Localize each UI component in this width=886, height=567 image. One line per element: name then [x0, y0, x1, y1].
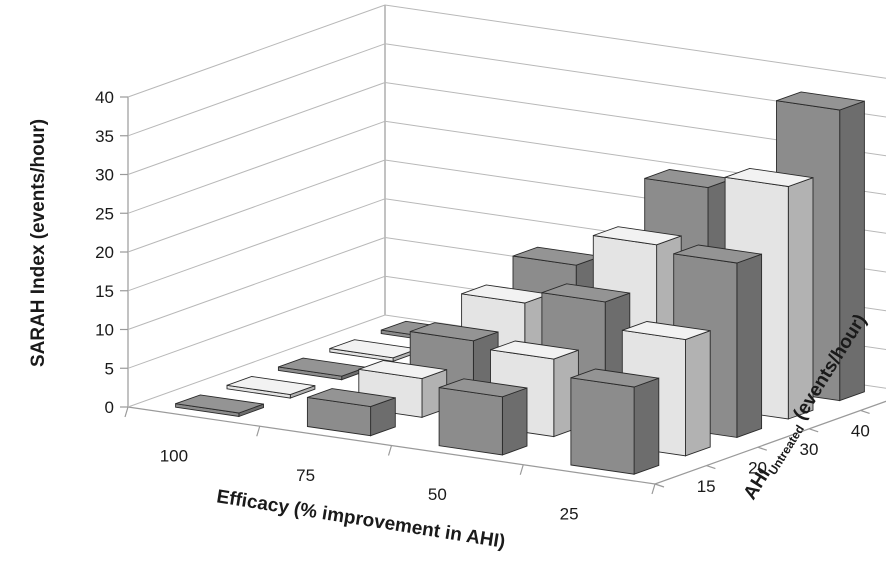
bar-top-face: [622, 321, 711, 341]
bar: [438, 378, 528, 456]
gridline: [127, 43, 886, 137]
bar: [329, 339, 419, 362]
bar-top-face: [358, 360, 447, 380]
x-tick-mark: [651, 483, 656, 495]
x-axis-title: Efficacy (% improvement in AHI): [215, 486, 506, 552]
depth-tick-mark: [860, 409, 870, 414]
x-tick-mark: [387, 445, 393, 456]
y-tick-label: 0: [105, 398, 114, 417]
x-tick-label: 100: [160, 447, 188, 466]
depth-tick-mark: [706, 465, 716, 470]
depth-tick-mark: [757, 446, 767, 451]
depth-tick-mark: [654, 483, 665, 488]
depth-tick-label: 40: [851, 422, 870, 441]
bar: [570, 368, 660, 475]
y-tick-label: 20: [95, 243, 114, 262]
y-tick-label: 35: [95, 127, 114, 146]
y-tick-label: 25: [95, 204, 114, 223]
bar-top-face: [541, 283, 630, 303]
gridline: [127, 120, 886, 214]
bar: [277, 357, 367, 381]
x-tick-mark: [124, 406, 129, 418]
bar-top-face: [776, 91, 865, 111]
gridline: [127, 4, 886, 98]
y-tick-label: 5: [105, 359, 114, 378]
bar-top-face: [438, 378, 528, 398]
bar-top-face: [175, 394, 264, 414]
bar-front-face: [438, 387, 503, 456]
bar-top-face: [226, 376, 316, 396]
bar-top-face: [490, 340, 579, 360]
bar-top-face: [307, 388, 396, 408]
bar-side-face: [736, 253, 763, 439]
x-tick-mark: [519, 464, 524, 475]
bar-top-face: [673, 244, 762, 264]
bar: [306, 388, 396, 437]
bar: [226, 376, 316, 399]
x-tick-label: 75: [296, 466, 315, 485]
bar-side-face: [501, 387, 528, 456]
depth-tick-mark: [809, 428, 819, 433]
bar-top-face: [593, 226, 682, 246]
bar-top-face: [724, 167, 814, 187]
bar-front-face: [570, 377, 635, 475]
chart-bars: [175, 91, 865, 475]
x-tick-label: 50: [428, 485, 447, 504]
gridline: [127, 81, 886, 175]
depth-tick-label: 20: [748, 458, 767, 477]
bar: [175, 394, 264, 418]
y-tick-label: 15: [95, 282, 114, 301]
bar-side-face: [633, 377, 660, 475]
bar-top-face: [410, 322, 499, 342]
depth-tick-label: 15: [697, 477, 716, 496]
x-tick-mark: [256, 426, 261, 437]
y-tick-label: 10: [95, 321, 114, 340]
y-tick-label: 40: [95, 88, 114, 107]
x-tick-label: 25: [560, 504, 579, 523]
y-axis-title: SARAH Index (events/hour): [28, 119, 49, 367]
depth-tick-label: 30: [800, 440, 819, 459]
y-tick-label: 30: [95, 166, 114, 185]
bar-top-face: [570, 368, 659, 388]
bar-side-face: [685, 330, 711, 457]
chart-labels: 05101520253035401007550251520304050: [95, 88, 870, 523]
